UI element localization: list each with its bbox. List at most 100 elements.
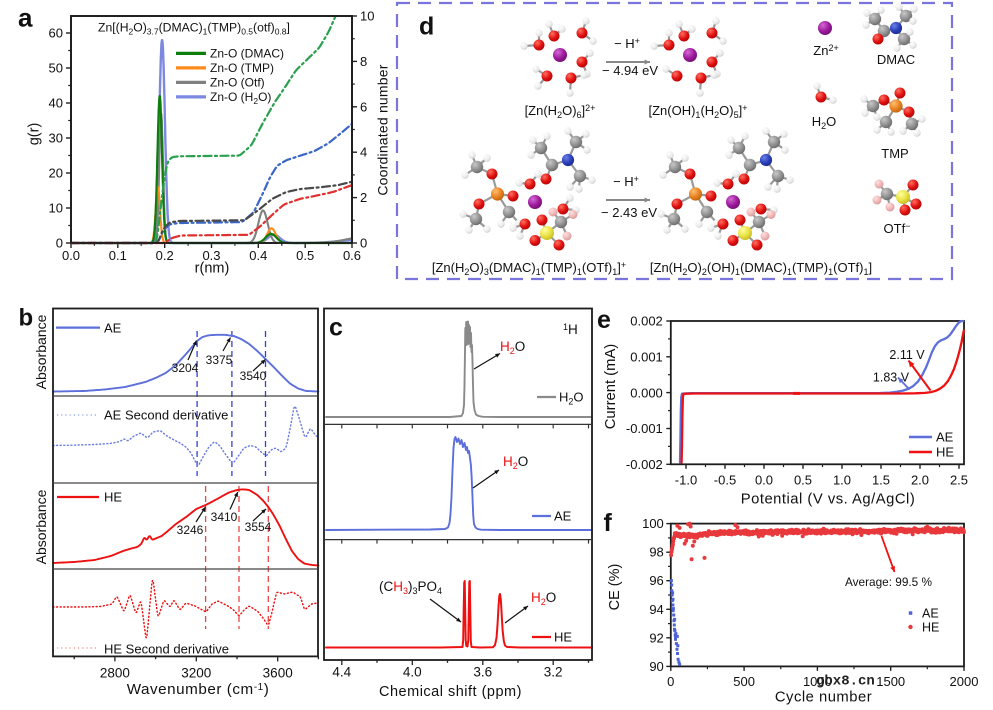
svg-text:60: 60 — [49, 26, 63, 41]
svg-text:20: 20 — [49, 166, 63, 181]
svg-text:1.5: 1.5 — [872, 472, 890, 487]
svg-text:8: 8 — [360, 54, 367, 69]
svg-text:Potential (V vs. Ag/AgCl): Potential (V vs. Ag/AgCl) — [741, 492, 916, 508]
svg-text:c: c — [329, 314, 343, 342]
svg-text:4.0: 4.0 — [403, 665, 422, 680]
svg-text:98: 98 — [649, 545, 663, 560]
svg-text:96: 96 — [649, 573, 663, 588]
svg-text:OTf−​: OTf−​ — [884, 221, 911, 236]
svg-text:b: b — [19, 305, 34, 332]
svg-text:1000: 1000 — [803, 674, 832, 689]
svg-text:Zn-O (DMAC): Zn-O (DMAC) — [210, 47, 284, 61]
svg-text:(CH3​)3​PO4​: (CH3​)3​PO4​ — [379, 579, 442, 596]
svg-text:H2​O: H2​O — [812, 114, 837, 131]
svg-text:− 4.94 eV: − 4.94 eV — [602, 63, 658, 78]
svg-text:6: 6 — [360, 99, 367, 114]
svg-text:2.5: 2.5 — [950, 472, 968, 487]
svg-text:CE (%): CE (%) — [607, 564, 623, 611]
svg-text:3246: 3246 — [177, 523, 204, 537]
svg-text:1.83 V: 1.83 V — [873, 371, 910, 385]
svg-text:0.6: 0.6 — [343, 248, 361, 263]
svg-text:2000: 2000 — [950, 674, 979, 689]
svg-text:-0.002: -0.002 — [626, 457, 663, 472]
svg-text:500: 500 — [733, 674, 755, 689]
svg-text:10: 10 — [360, 9, 374, 24]
svg-text:3540: 3540 — [240, 369, 267, 383]
svg-text:30: 30 — [49, 131, 63, 146]
svg-text:AE: AE — [936, 430, 954, 445]
svg-text:-0.5: -0.5 — [714, 472, 736, 487]
svg-text:92: 92 — [649, 630, 663, 645]
svg-text:3.6: 3.6 — [473, 665, 492, 680]
svg-text:1500: 1500 — [876, 674, 905, 689]
svg-text:DMAC: DMAC — [877, 52, 915, 67]
svg-text:0.001: 0.001 — [630, 350, 663, 365]
svg-text:H2​O: H2​O — [531, 590, 556, 607]
svg-text:0.3: 0.3 — [202, 248, 220, 263]
svg-text:− H+​: − H+​ — [614, 36, 640, 51]
svg-text:2.11 V: 2.11 V — [889, 348, 925, 362]
svg-text:AE: AE — [104, 321, 122, 336]
svg-text:Coordinated number: Coordinated number — [375, 64, 391, 195]
svg-text:0.2: 0.2 — [156, 248, 174, 263]
svg-text:e: e — [597, 306, 611, 334]
svg-text:-0.001: -0.001 — [626, 421, 663, 436]
svg-text:0: 0 — [667, 674, 674, 689]
svg-text:0: 0 — [360, 236, 367, 251]
svg-text:3200: 3200 — [181, 665, 211, 680]
svg-text:AE Second derivative: AE Second derivative — [104, 408, 228, 423]
svg-text:HE: HE — [936, 445, 954, 460]
svg-text:[Zn(H2​O)3​(DMAC)1​(TMP)1​(OTf: [Zn(H2​O)3​(DMAC)1​(TMP)1​(OTf)1​]+​ — [432, 260, 626, 277]
svg-text:50: 50 — [49, 61, 63, 76]
svg-text:a: a — [18, 3, 33, 33]
svg-text:10: 10 — [49, 201, 63, 216]
svg-text:Absorbance: Absorbance — [33, 314, 49, 389]
svg-text:0.1: 0.1 — [109, 248, 127, 263]
svg-text:Zn[(H2​O)3.7​(DMAC)1​(TMP)0.5​: Zn[(H2​O)3.7​(DMAC)1​(TMP)0.5​(otf)0.8​] — [98, 21, 290, 37]
svg-text:HE: HE — [554, 630, 572, 645]
svg-text:H2​O: H2​O — [503, 454, 528, 471]
svg-text:Current (mA): Current (mA) — [603, 344, 619, 430]
svg-text:HE: HE — [922, 621, 939, 635]
svg-text:94: 94 — [649, 602, 663, 617]
svg-text:− 2.43 eV: − 2.43 eV — [601, 205, 657, 220]
svg-text:2.0: 2.0 — [911, 472, 929, 487]
svg-text:Average: 99.5 %: Average: 99.5 % — [845, 575, 933, 589]
svg-text:AE: AE — [922, 607, 939, 621]
svg-text:r(nm): r(nm) — [195, 261, 230, 277]
svg-text:4: 4 — [360, 145, 367, 160]
svg-text:AE: AE — [554, 509, 572, 524]
svg-text:3375: 3375 — [206, 353, 233, 367]
svg-text:[Zn(OH)1​(H2​O)5​]+​: [Zn(OH)1​(H2​O)5​]+​ — [648, 103, 747, 120]
svg-text:d: d — [419, 13, 434, 41]
svg-text:HE: HE — [104, 490, 122, 505]
svg-text:g(r): g(r) — [27, 123, 43, 146]
svg-text:0: 0 — [56, 236, 63, 251]
svg-text:-1.0: -1.0 — [675, 472, 697, 487]
svg-text:0.5: 0.5 — [794, 472, 812, 487]
svg-text:Chemical shift (ppm): Chemical shift (ppm) — [379, 684, 522, 700]
svg-text:3554: 3554 — [245, 520, 272, 534]
svg-text:f: f — [604, 509, 613, 537]
svg-text:0.0: 0.0 — [62, 248, 80, 263]
svg-text:Zn-O (H2​O): Zn-O (H2​O) — [210, 90, 271, 106]
svg-text:40: 40 — [49, 96, 63, 111]
svg-text:Wavenumber (cm-1​): Wavenumber (cm-1​) — [127, 681, 270, 698]
svg-text:Zn-O (Otf): Zn-O (Otf) — [210, 76, 265, 90]
svg-text:Absorbance: Absorbance — [33, 489, 49, 564]
svg-text:H2​O: H2​O — [559, 390, 584, 407]
svg-text:0.000: 0.000 — [630, 385, 663, 400]
svg-text:3410: 3410 — [211, 510, 238, 524]
svg-text:HE Second derivative: HE Second derivative — [104, 642, 229, 657]
svg-text:0.5: 0.5 — [296, 248, 314, 263]
svg-text:3.2: 3.2 — [544, 665, 563, 680]
svg-text:90: 90 — [649, 659, 663, 674]
svg-text:− H+​: − H+​ — [613, 174, 639, 189]
svg-text:1.0: 1.0 — [833, 472, 851, 487]
svg-text:0.0: 0.0 — [755, 472, 773, 487]
svg-text:100: 100 — [642, 516, 664, 531]
svg-text:gbx8.cn: gbx8.cn — [816, 674, 875, 690]
svg-text:3204: 3204 — [172, 361, 199, 375]
svg-text:2800: 2800 — [100, 665, 130, 680]
svg-text:Zn-O (TMP): Zn-O (TMP) — [210, 61, 274, 75]
